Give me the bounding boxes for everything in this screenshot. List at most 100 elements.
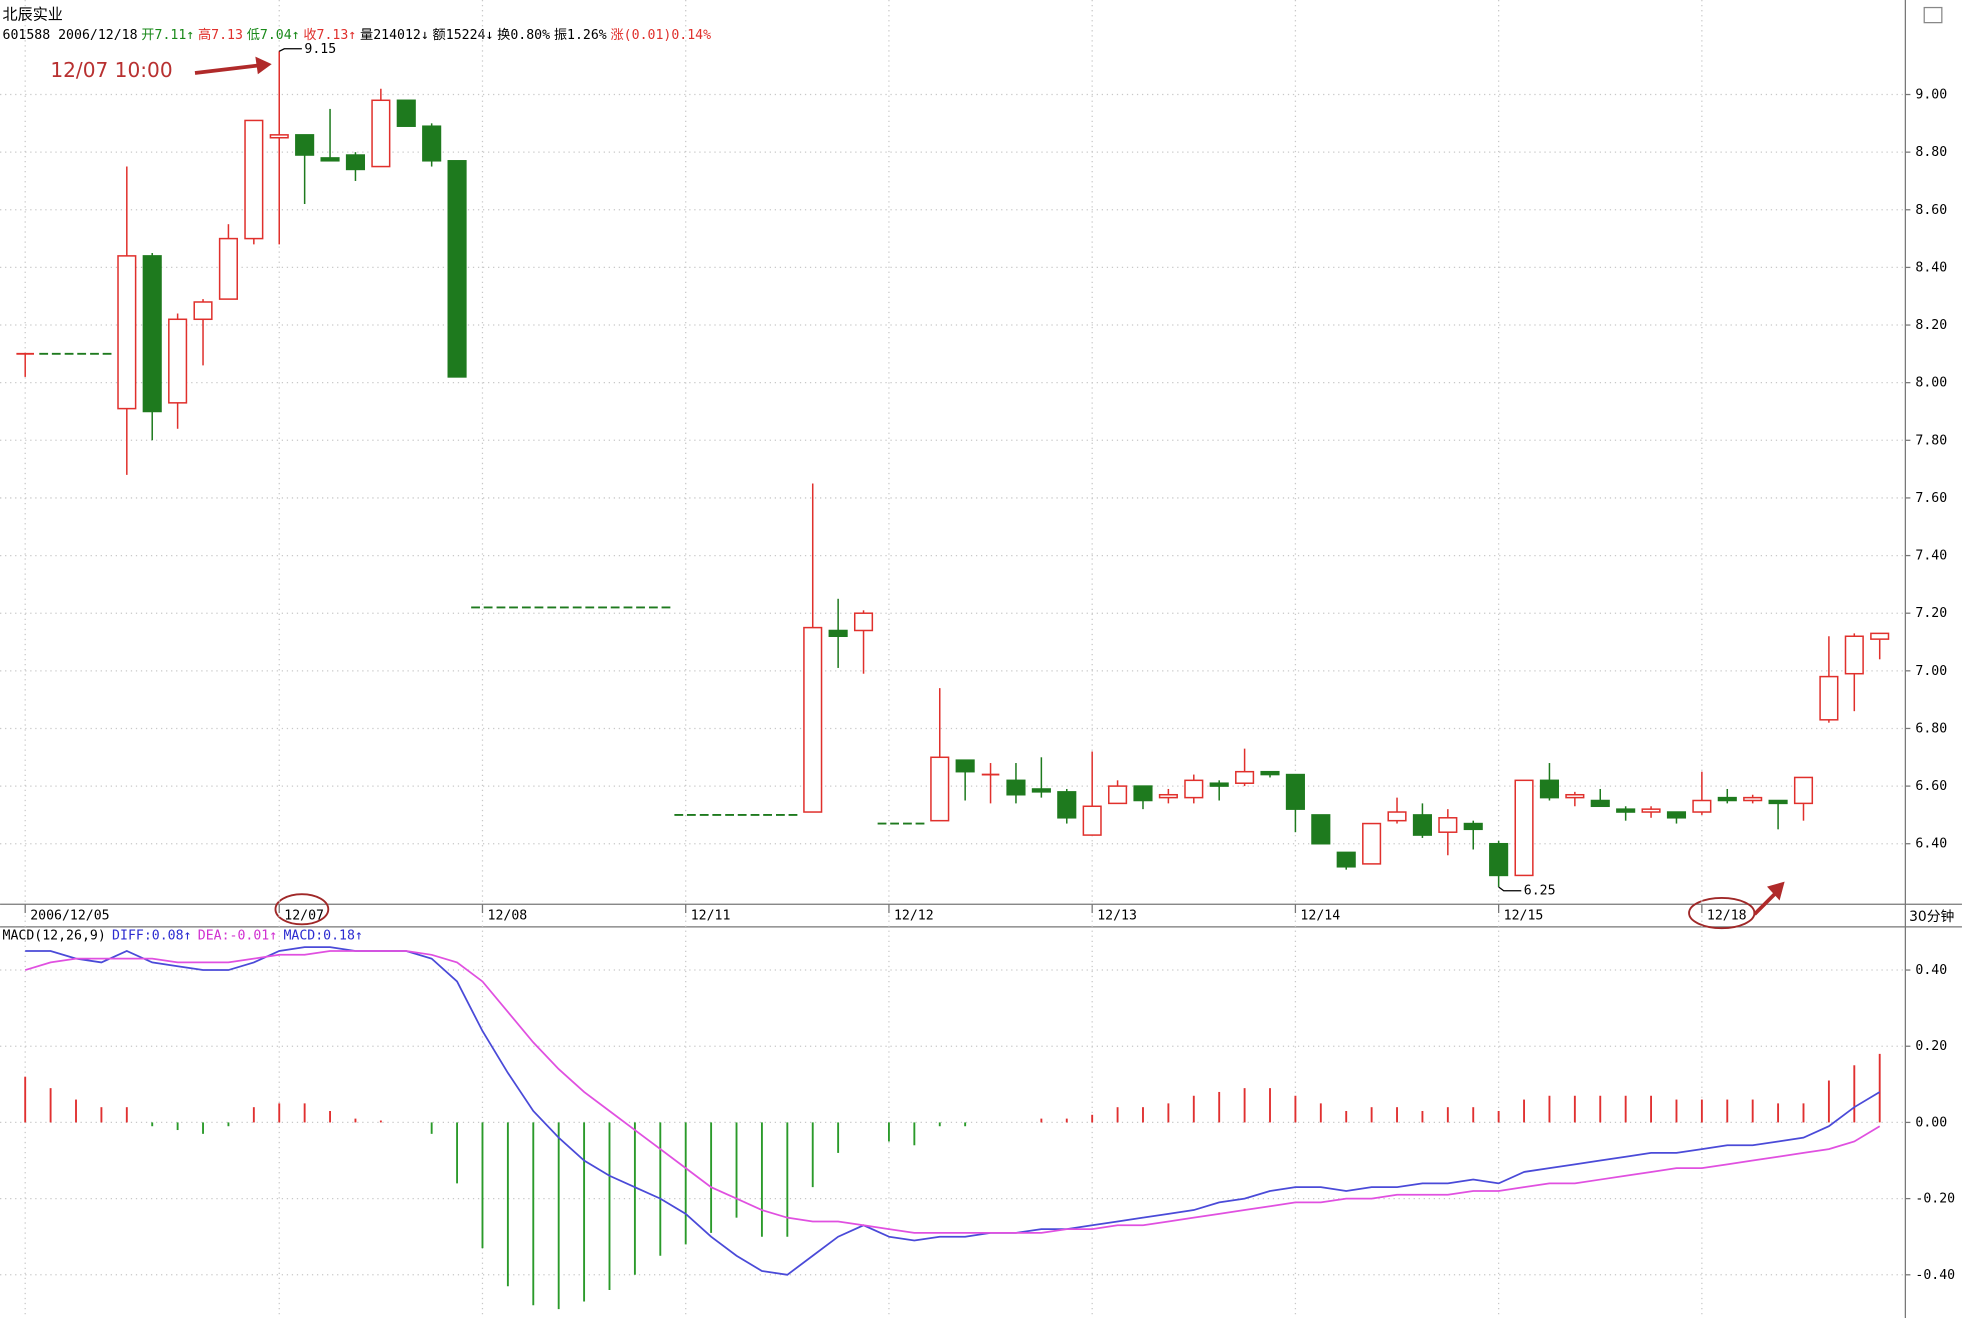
quote-line: 601588 2006/12/18 开7.11↑ 高7.13 低7.04↑ 收7.13↑…	[3, 26, 712, 43]
candle-body	[396, 99, 416, 127]
y-tick-label: 7.60	[1915, 491, 1947, 506]
y-tick-label: -0.40	[1915, 1268, 1955, 1283]
max-label: 9.15	[304, 42, 336, 57]
macd-line	[24, 950, 1881, 1234]
candle-body	[1006, 779, 1026, 796]
y-tick-label: 6.60	[1915, 779, 1947, 794]
candle-body	[1057, 791, 1077, 819]
candle-body	[1539, 779, 1560, 799]
candle-body	[1311, 814, 1331, 845]
min-label: 6.25	[1524, 884, 1556, 899]
annotation: 12/07 10:00	[50, 58, 172, 82]
y-tick-label: 7.40	[1915, 549, 1947, 564]
legend-item: MACD:0.18↑	[283, 929, 362, 944]
y-tick-label: 7.20	[1915, 606, 1947, 621]
candle-body	[1412, 814, 1432, 836]
candle-body	[1031, 788, 1051, 793]
legend-item: DIFF:0.08↑	[112, 929, 191, 944]
legend-item: DEA:-0.01↑	[198, 929, 277, 944]
candle-body	[269, 134, 289, 139]
candle-body	[1184, 779, 1204, 799]
candle-body	[1616, 808, 1636, 813]
candle-body	[1489, 842, 1509, 877]
macd-title: MACD(12,26,9)	[3, 929, 106, 944]
candle-body	[345, 154, 366, 171]
candle-body	[1870, 632, 1890, 640]
y-tick-label: 6.40	[1915, 837, 1947, 852]
stock-name: 北辰实业	[3, 6, 63, 24]
y-tick-label: 8.80	[1915, 145, 1947, 160]
candle-body	[244, 119, 264, 240]
quote-item: 高7.13	[198, 26, 243, 43]
candle-body	[803, 626, 823, 813]
candle-body	[1768, 799, 1788, 805]
quote-item: 振1.26%	[554, 27, 607, 43]
y-tick-label: 0.20	[1915, 1039, 1947, 1054]
x-tick-label: 12/12	[894, 909, 934, 924]
candle-body	[1743, 796, 1763, 802]
quote-item: 开7.11↑	[141, 28, 194, 43]
candle-body	[1387, 811, 1407, 822]
candle-body	[1438, 817, 1458, 833]
leader-line	[1498, 886, 1522, 892]
candle-body	[218, 237, 238, 300]
candle-body	[422, 125, 442, 162]
candle-body	[1336, 851, 1356, 868]
candle-body	[1793, 776, 1814, 805]
leader-line	[278, 48, 302, 52]
x-tick-label: 12/18	[1707, 909, 1747, 924]
x-tick-label: 12/13	[1097, 909, 1137, 924]
candle-body	[1209, 782, 1229, 787]
candle-body	[142, 255, 162, 413]
candle-body	[1844, 635, 1864, 675]
x-tick-label: 12/07	[284, 909, 324, 924]
arrow	[1753, 891, 1778, 916]
arrow	[194, 63, 260, 75]
candle-body	[853, 612, 874, 632]
quote-item: 换0.80%	[497, 27, 550, 43]
candle-body	[1235, 770, 1255, 784]
quote-item: 收7.13↑	[303, 27, 356, 43]
candle-body	[1641, 808, 1661, 813]
y-tick-label: 8.60	[1915, 203, 1947, 218]
y-tick-label: 6.80	[1915, 721, 1947, 736]
x-tick-label: 2006/12/05	[30, 909, 109, 924]
panel-icon[interactable]	[1923, 6, 1943, 24]
macd-legend: MACD(12,26,9) DIFF:0.08↑ DEA:-0.01↑ MACD:0.…	[3, 929, 363, 944]
candle-body	[447, 160, 467, 378]
y-tick-label: 0.40	[1915, 963, 1947, 978]
candle-body	[295, 134, 315, 156]
x-tick-label: 12/14	[1300, 909, 1340, 924]
y-tick-label: 7.00	[1915, 664, 1947, 679]
candle-body	[1108, 785, 1128, 805]
candle-body	[1133, 785, 1153, 802]
macd-line	[25, 946, 1881, 1276]
y-tick-label: -0.20	[1915, 1192, 1955, 1207]
highlight-circle	[274, 893, 330, 926]
candle-body	[1260, 770, 1280, 776]
candle-body	[1082, 805, 1102, 836]
y-tick-label: 9.00	[1915, 88, 1947, 103]
x-tick-label: 12/08	[488, 909, 528, 924]
candle-body	[1717, 796, 1737, 802]
candle-body	[168, 318, 188, 404]
quote-item: 601588 2006/12/18	[3, 28, 138, 43]
y-tick-label: 7.80	[1915, 433, 1947, 448]
candle-body	[930, 756, 950, 822]
candle-body	[1692, 799, 1712, 813]
y-tick-label: 8.00	[1915, 376, 1947, 391]
quote-item: 额15224↓	[433, 27, 494, 43]
x-tick-label: 12/11	[691, 909, 731, 924]
x-unit-label: 30分钟	[1909, 908, 1954, 925]
quote-item: 涨(0.01)0.14%	[611, 27, 712, 43]
candle-body	[193, 301, 213, 321]
y-tick-label: 8.40	[1915, 260, 1947, 275]
candle-body	[1514, 779, 1534, 877]
candle-body	[1590, 799, 1610, 808]
y-tick-label: 8.20	[1915, 318, 1947, 333]
x-tick-label: 12/15	[1504, 909, 1544, 924]
candle-body	[1565, 793, 1585, 799]
candle-body	[1158, 793, 1178, 799]
